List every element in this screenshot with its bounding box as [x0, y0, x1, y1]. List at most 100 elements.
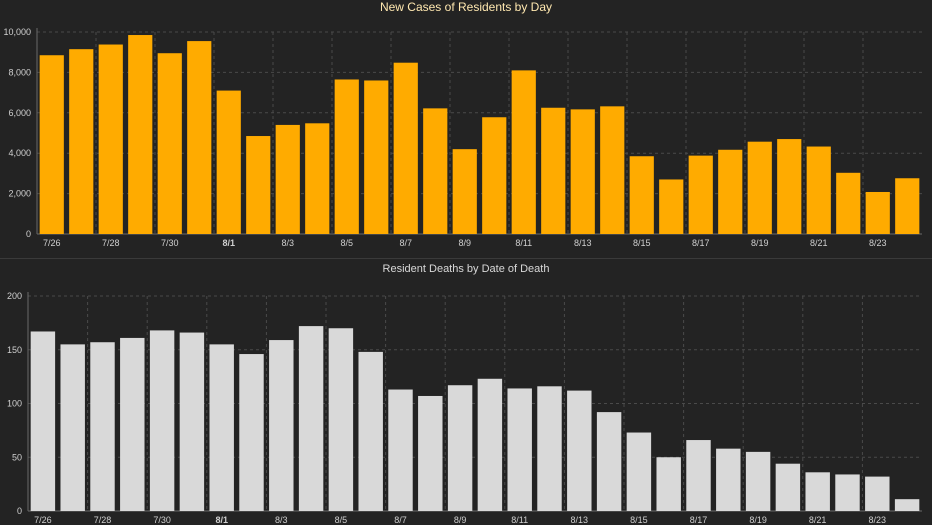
deaths-bar[interactable]	[865, 476, 890, 511]
cases-xtick-label: 7/30	[161, 238, 179, 248]
deaths-bar[interactable]	[209, 344, 234, 511]
cases-xtick-label: 8/17	[692, 238, 710, 248]
cases-bar[interactable]	[629, 156, 654, 234]
deaths-bar[interactable]	[626, 432, 652, 511]
deaths-ytick-label: 150	[7, 345, 22, 355]
deaths-xtick-label: 8/11	[511, 515, 528, 525]
deaths-bar[interactable]	[805, 472, 830, 511]
deaths-bar[interactable]	[418, 395, 443, 511]
deaths-bar[interactable]	[239, 354, 264, 511]
deaths-bar[interactable]	[388, 389, 413, 511]
cases-bar[interactable]	[806, 146, 831, 234]
cases-ytick-label: 0	[26, 229, 31, 239]
cases-bar[interactable]	[482, 117, 507, 234]
deaths-bar[interactable]	[298, 326, 324, 511]
cases-bar[interactable]	[275, 124, 300, 234]
cases-bar[interactable]	[541, 107, 566, 234]
deaths-bar[interactable]	[596, 412, 622, 511]
cases-chart-svg: 0 2,000 4,000 6,000 8,000 10,000 7/26 7/28 7/30 8…	[3, 27, 922, 248]
cases-bar[interactable]	[511, 70, 536, 234]
cases-bar[interactable]	[865, 191, 890, 234]
deaths-xtick-label: 8/21	[809, 515, 827, 525]
cases-bar[interactable]	[157, 53, 182, 235]
cases-bar[interactable]	[836, 172, 861, 234]
deaths-bar[interactable]	[30, 331, 56, 511]
deaths-bar[interactable]	[775, 463, 801, 511]
deaths-chart-svg: 0 50 100 150 200 7/26 7/28 7/30 8/1 8/3 8/5 8/7 8/9 8…	[7, 291, 922, 525]
cases-bar[interactable]	[570, 109, 595, 234]
deaths-xtick-label: 8/1	[215, 515, 228, 525]
deaths-bar[interactable]	[60, 344, 85, 511]
cases-bar[interactable]	[305, 123, 330, 234]
deaths-bar[interactable]	[149, 330, 175, 511]
cases-xtick-label: 8/5	[340, 238, 353, 248]
deaths-bar[interactable]	[358, 351, 383, 511]
deaths-bar[interactable]	[656, 457, 681, 511]
deaths-xtick-label: 8/13	[571, 515, 589, 525]
cases-chart-panel: New Cases of Residents by Day 0 2,000 4,00…	[0, 0, 932, 258]
cases-bar[interactable]	[187, 41, 212, 235]
cases-bar[interactable]	[246, 136, 271, 234]
deaths-ytick-label: 50	[12, 452, 22, 462]
cases-bar[interactable]	[895, 178, 920, 234]
cases-ytick-label: 8,000	[8, 67, 31, 77]
cases-bar[interactable]	[334, 79, 359, 234]
cases-bar[interactable]	[423, 108, 448, 234]
deaths-chart-panel: Resident Deaths by Date of Death 0 50 100 1…	[0, 258, 932, 525]
deaths-xtick-label: 8/3	[275, 515, 288, 525]
deaths-xtick-label: 8/9	[454, 515, 467, 525]
cases-xtick-label: 7/26	[43, 238, 61, 248]
deaths-bar[interactable]	[477, 378, 503, 511]
deaths-bar[interactable]	[745, 451, 771, 511]
cases-bar[interactable]	[69, 49, 94, 234]
deaths-xtick-label: 8/19	[749, 515, 767, 525]
deaths-xtick-label: 7/28	[94, 515, 112, 525]
deaths-bar[interactable]	[567, 390, 592, 511]
deaths-bar[interactable]	[120, 337, 145, 511]
cases-xtick-label: 8/15	[633, 238, 651, 248]
cases-bar[interactable]	[39, 55, 64, 235]
cases-bar[interactable]	[747, 141, 772, 234]
deaths-ytick-label: 0	[17, 506, 22, 516]
cases-xtick-label: 8/13	[574, 238, 592, 248]
deaths-bar[interactable]	[269, 340, 294, 511]
deaths-bar[interactable]	[90, 342, 115, 511]
cases-xtick-label: 8/7	[399, 238, 412, 248]
cases-bar[interactable]	[688, 155, 713, 234]
deaths-bar[interactable]	[447, 385, 473, 511]
cases-bar[interactable]	[659, 179, 684, 234]
deaths-ytick-label: 100	[7, 399, 22, 409]
cases-bar[interactable]	[600, 106, 625, 234]
cases-xtick-label: 7/28	[102, 238, 120, 248]
deaths-bar[interactable]	[179, 332, 205, 511]
deaths-bar[interactable]	[894, 499, 920, 511]
cases-xtick-label: 8/11	[515, 238, 532, 248]
deaths-bar[interactable]	[328, 328, 354, 511]
cases-xtick-label: 8/9	[458, 238, 471, 248]
cases-bar[interactable]	[393, 62, 418, 235]
cases-bar[interactable]	[777, 139, 802, 234]
deaths-xtick-label: 8/5	[335, 515, 348, 525]
deaths-xtick-label: 7/26	[34, 515, 52, 525]
cases-xtick-label: 8/21	[810, 238, 828, 248]
deaths-bar[interactable]	[835, 474, 860, 511]
cases-ytick-label: 4,000	[8, 148, 31, 158]
cases-bar[interactable]	[128, 35, 153, 234]
deaths-xtick-label: 8/15	[630, 515, 648, 525]
deaths-bar[interactable]	[507, 388, 532, 511]
cases-bar[interactable]	[718, 149, 743, 234]
cases-ytick-label: 6,000	[8, 108, 31, 118]
cases-chart-title: New Cases of Residents by Day	[379, 0, 553, 14]
deaths-chart-title: Resident Deaths by Date of Death	[382, 263, 550, 275]
cases-bar[interactable]	[452, 149, 477, 234]
deaths-bar[interactable]	[686, 440, 711, 511]
deaths-ytick-label: 200	[7, 291, 22, 301]
cases-bar[interactable]	[364, 80, 389, 234]
cases-ytick-label: 10,000	[3, 27, 31, 37]
cases-bar[interactable]	[98, 44, 123, 234]
deaths-bar[interactable]	[716, 448, 741, 511]
deaths-bar[interactable]	[537, 386, 562, 511]
cases-ytick-label: 2,000	[8, 189, 31, 199]
cases-xtick-label: 8/1	[222, 238, 235, 248]
cases-bar[interactable]	[216, 90, 241, 234]
